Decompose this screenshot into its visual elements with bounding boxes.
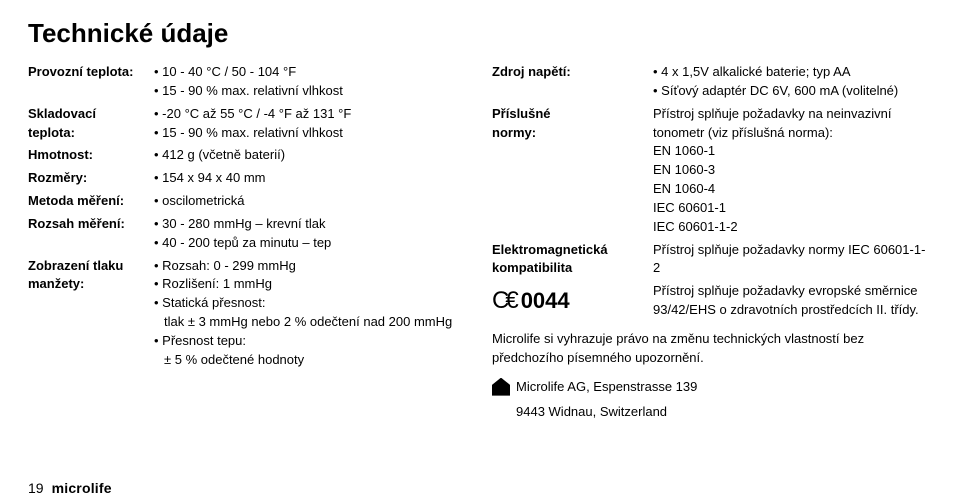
method-label: Metoda měření: [28,192,154,211]
cuff-v4: Přesnost tepu: [154,332,468,351]
standards-values: Přístroj splňuje požadavky na neinvazivn… [653,105,932,237]
right-column: Zdroj napětí: 4 x 1,5V alkalické baterie… [492,63,932,478]
emc-value: Přístroj splňuje požadavky normy IEC 606… [653,241,932,279]
left-column: Provozní teplota: 10 - 40 °C / 50 - 104 … [28,63,468,478]
range-values: 30 - 280 mmHg – krevní tlak 40 - 200 tep… [154,215,468,253]
cuff-v1: Rozsah: 0 - 299 mmHg [154,257,468,276]
operating-temp-values: 10 - 40 °C / 50 - 104 °F 15 - 90 % max. … [154,63,468,101]
range-row: Rozsah měření: 30 - 280 mmHg – krevní tl… [28,215,468,253]
voltage-row: Zdroj napětí: 4 x 1,5V alkalické baterie… [492,63,932,101]
content-columns: Provozní teplota: 10 - 40 °C / 50 - 104 … [28,63,932,478]
standards-en1: EN 1060-1 [653,142,932,161]
standards-iec1: IEC 60601-1 [653,199,932,218]
manufacturer-text: Microlife AG, Espenstrasse 139 9443 Widn… [516,378,697,422]
emc-label-l2: kompatibilita [492,259,647,278]
emc-label-l1: Elektromagnetická [492,241,647,260]
standards-en3: EN 1060-4 [653,180,932,199]
cuff-row: Zobrazení tlaku manžety: Rozsah: 0 - 299… [28,257,468,370]
weight-value: 412 g (včetně baterií) [154,146,468,165]
method-row: Metoda měření: oscilometrická [28,192,468,211]
dim-value: 154 x 94 x 40 mm [154,169,468,188]
operating-temp-v1: 10 - 40 °C / 50 - 104 °F [154,63,468,82]
brand-logo: microlife [52,480,112,496]
operating-temp-row: Provozní teplota: 10 - 40 °C / 50 - 104 … [28,63,468,101]
standards-label-l2: normy: [492,124,647,143]
ce-row: C€ 0044 Přístroj splňuje požadavky evrop… [492,282,932,320]
range-label: Rozsah měření: [28,215,154,253]
ce-mark-icon: C€ [492,284,515,319]
weight-row: Hmotnost: 412 g (včetně baterií) [28,146,468,165]
storage-temp-row: Skladovací teplota: -20 °C až 55 °C / -4… [28,105,468,143]
voltage-v2: Síťový adaptér DC 6V, 600 mA (volitelné) [653,82,932,101]
cuff-label: Zobrazení tlaku manžety: [28,257,154,370]
standards-iec2: IEC 60601-1-2 [653,218,932,237]
emc-row: Elektromagnetická kompatibilita Přístroj… [492,241,932,279]
page-number: 19 [28,480,44,496]
factory-icon [492,378,510,396]
dim-row: Rozměry: 154 x 94 x 40 mm [28,169,468,188]
standards-label-l1: Příslušné [492,105,647,124]
page-title: Technické údaje [28,18,932,49]
cuff-v3: Statická přesnost: [154,294,468,313]
voltage-label: Zdroj napětí: [492,63,653,101]
manufacturer-l1: Microlife AG, Espenstrasse 139 [516,378,697,397]
storage-temp-label-l1: Skladovací [28,105,148,124]
manufacturer-l2: 9443 Widnau, Switzerland [516,403,697,422]
storage-temp-values: -20 °C až 55 °C / -4 °F až 131 °F 15 - 9… [154,105,468,143]
emc-label: Elektromagnetická kompatibilita [492,241,653,279]
voltage-v1: 4 x 1,5V alkalické baterie; typ AA [653,63,932,82]
ce-label: C€ 0044 [492,282,653,320]
voltage-values: 4 x 1,5V alkalické baterie; typ AA Síťov… [653,63,932,101]
cuff-label-l1: Zobrazení tlaku [28,257,148,276]
method-value: oscilometrická [154,192,468,211]
range-v1: 30 - 280 mmHg – krevní tlak [154,215,468,234]
manufacturer-block: Microlife AG, Espenstrasse 139 9443 Widn… [492,378,932,422]
operating-temp-label: Provozní teplota: [28,63,154,101]
cuff-v4b: ± 5 % odečtené hodnoty [154,351,468,370]
ce-code: 0044 [521,285,570,317]
cuff-v3b: tlak ± 3 mmHg nebo 2 % odečtení nad 200 … [154,313,468,332]
range-v2: 40 - 200 tepů za minutu – tep [154,234,468,253]
standards-row: Příslušné normy: Přístroj splňuje požada… [492,105,932,237]
operating-temp-v2: 15 - 90 % max. relativní vlhkost [154,82,468,101]
standards-intro: Přístroj splňuje požadavky na neinvazivn… [653,105,932,143]
storage-temp-v2: 15 - 90 % max. relativní vlhkost [154,124,468,143]
disclaimer-note: Microlife si vyhrazuje právo na změnu te… [492,330,932,368]
cuff-values: Rozsah: 0 - 299 mmHg Rozlišení: 1 mmHg S… [154,257,468,370]
weight-label: Hmotnost: [28,146,154,165]
cuff-label-l2: manžety: [28,275,148,294]
storage-temp-label-l2: teplota: [28,124,148,143]
standards-label: Příslušné normy: [492,105,653,237]
standards-en2: EN 1060-3 [653,161,932,180]
ce-value: Přístroj splňuje požadavky evropské směr… [653,282,932,320]
storage-temp-v1: -20 °C až 55 °C / -4 °F až 131 °F [154,105,468,124]
dim-label: Rozměry: [28,169,154,188]
page-footer: 19 microlife [28,480,932,496]
storage-temp-label: Skladovací teplota: [28,105,154,143]
cuff-v2: Rozlišení: 1 mmHg [154,275,468,294]
